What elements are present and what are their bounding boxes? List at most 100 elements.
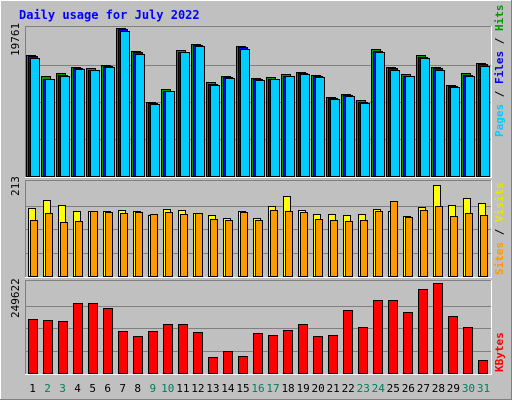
bar-pages-day-13 <box>210 85 220 177</box>
bar-sites-day-6 <box>105 212 113 277</box>
legend-middle: Sites / Visits <box>493 182 506 275</box>
x-tick-label: 1 <box>29 382 36 395</box>
bar-pages-day-11 <box>180 52 190 177</box>
x-tick-label: 21 <box>327 382 340 395</box>
bar-sites-day-17 <box>270 210 278 277</box>
x-tick-label: 22 <box>342 382 355 395</box>
legends: Pages / Files / Hits Sites / Visits KBytes <box>493 5 506 373</box>
bar-sites-day-12 <box>195 213 203 277</box>
legend-bottom: KBytes <box>493 332 506 372</box>
bar-pages-day-6 <box>105 67 115 177</box>
x-tick-label: 7 <box>119 382 126 395</box>
x-tick-label: 10 <box>161 382 174 395</box>
x-tick-label: 6 <box>104 382 111 395</box>
bottom-panel-max-label: 249622 <box>9 278 22 318</box>
bar-sites-day-25 <box>390 201 398 277</box>
x-tick-label: 28 <box>432 382 445 395</box>
bar-kbytes-day-16 <box>253 333 263 374</box>
x-tick-label: 19 <box>296 382 309 395</box>
x-tick-label: 18 <box>281 382 294 395</box>
bar-pages-day-17 <box>270 79 280 177</box>
bar-sites-day-13 <box>210 219 218 277</box>
bar-pages-day-25 <box>390 70 400 177</box>
bar-kbytes-day-23 <box>358 327 368 374</box>
bar-kbytes-day-8 <box>133 336 143 374</box>
bar-sites-day-23 <box>360 220 368 277</box>
bar-kbytes-day-22 <box>343 310 353 374</box>
x-tick-label: 25 <box>387 382 400 395</box>
bar-pages-day-19 <box>300 74 310 177</box>
x-tick-label: 15 <box>236 382 249 395</box>
bar-sites-day-28 <box>435 206 443 277</box>
bar-sites-day-2 <box>45 213 53 277</box>
bar-pages-day-14 <box>225 78 235 177</box>
bar-kbytes-day-29 <box>448 316 458 374</box>
bar-sites-day-1 <box>30 220 38 277</box>
legend-entry: Visits <box>493 182 506 228</box>
bar-pages-day-30 <box>465 76 475 177</box>
bar-kbytes-day-15 <box>238 356 248 374</box>
bar-sites-day-11 <box>180 214 188 277</box>
bar-sites-day-15 <box>240 212 248 277</box>
bar-sites-day-8 <box>135 212 143 277</box>
bar-sites-day-21 <box>330 220 338 277</box>
bar-pages-day-3 <box>60 76 70 177</box>
bar-pages-day-21 <box>330 99 340 177</box>
x-tick-label: 4 <box>74 382 81 395</box>
bar-sites-day-14 <box>225 220 233 277</box>
x-tick-label: 27 <box>417 382 430 395</box>
bar-pages-day-8 <box>135 54 145 177</box>
x-tick-label: 23 <box>357 382 370 395</box>
bar-sites-day-10 <box>165 212 173 277</box>
bar-kbytes-day-19 <box>298 324 308 374</box>
bar-kbytes-day-10 <box>163 324 173 374</box>
legend-top: Pages / Files / Hits <box>493 5 506 138</box>
legend-entry: Files <box>493 51 506 91</box>
bar-kbytes-day-28 <box>433 283 443 374</box>
legend-entry: Sites <box>493 242 506 275</box>
bar-sites-day-3 <box>60 222 68 277</box>
bar-sites-day-31 <box>480 215 488 277</box>
x-tick-label: 30 <box>462 382 475 395</box>
bar-sites-day-29 <box>450 216 458 277</box>
bar-sites-day-7 <box>120 213 128 277</box>
x-tick-label: 9 <box>149 382 156 395</box>
bar-kbytes-day-2 <box>43 320 53 374</box>
x-tick-label: 20 <box>312 382 325 395</box>
bar-pages-day-9 <box>150 104 160 177</box>
bar-marks <box>26 28 490 374</box>
x-tick-label: 31 <box>477 382 490 395</box>
bar-kbytes-day-4 <box>73 303 83 374</box>
x-tick-label: 16 <box>251 382 264 395</box>
bar-sites-day-20 <box>315 219 323 277</box>
x-tick-label: 5 <box>89 382 96 395</box>
x-tick-label: 14 <box>221 382 235 395</box>
bar-sites-day-27 <box>420 210 428 277</box>
bar-pages-day-28 <box>435 70 445 177</box>
bar-pages-day-12 <box>195 46 205 177</box>
bar-pages-day-22 <box>345 96 355 177</box>
top-panel-max-label: 19761 <box>9 23 22 56</box>
bar-kbytes-day-3 <box>58 321 68 374</box>
bar-kbytes-day-12 <box>193 332 203 374</box>
bar-pages-day-27 <box>420 58 430 177</box>
bar-sites-day-5 <box>90 211 98 277</box>
bar-kbytes-day-24 <box>373 300 383 374</box>
bar-kbytes-day-27 <box>418 289 428 374</box>
bar-kbytes-day-1 <box>28 319 38 374</box>
bar-pages-day-18 <box>285 76 295 177</box>
bar-kbytes-day-11 <box>178 324 188 374</box>
bar-sites-day-18 <box>285 211 293 277</box>
bar-pages-day-16 <box>255 80 265 177</box>
legend-entry: Pages <box>493 104 506 137</box>
x-tick-label: 13 <box>206 382 219 395</box>
x-tick-label: 17 <box>266 382 279 395</box>
x-tick-labels: 1 2 3 4 5 6 7 8 9 10 11 12 13 14 15 16 17 18 19 20 21 22 23 24 2… <box>29 382 490 395</box>
bar-kbytes-day-21 <box>328 335 338 374</box>
bar-sites-day-22 <box>345 221 353 277</box>
bar-pages-day-4 <box>75 69 85 177</box>
middle-panel-max-label: 213 <box>9 176 22 196</box>
bar-pages-day-26 <box>405 76 415 177</box>
bar-pages-day-5 <box>90 70 100 177</box>
